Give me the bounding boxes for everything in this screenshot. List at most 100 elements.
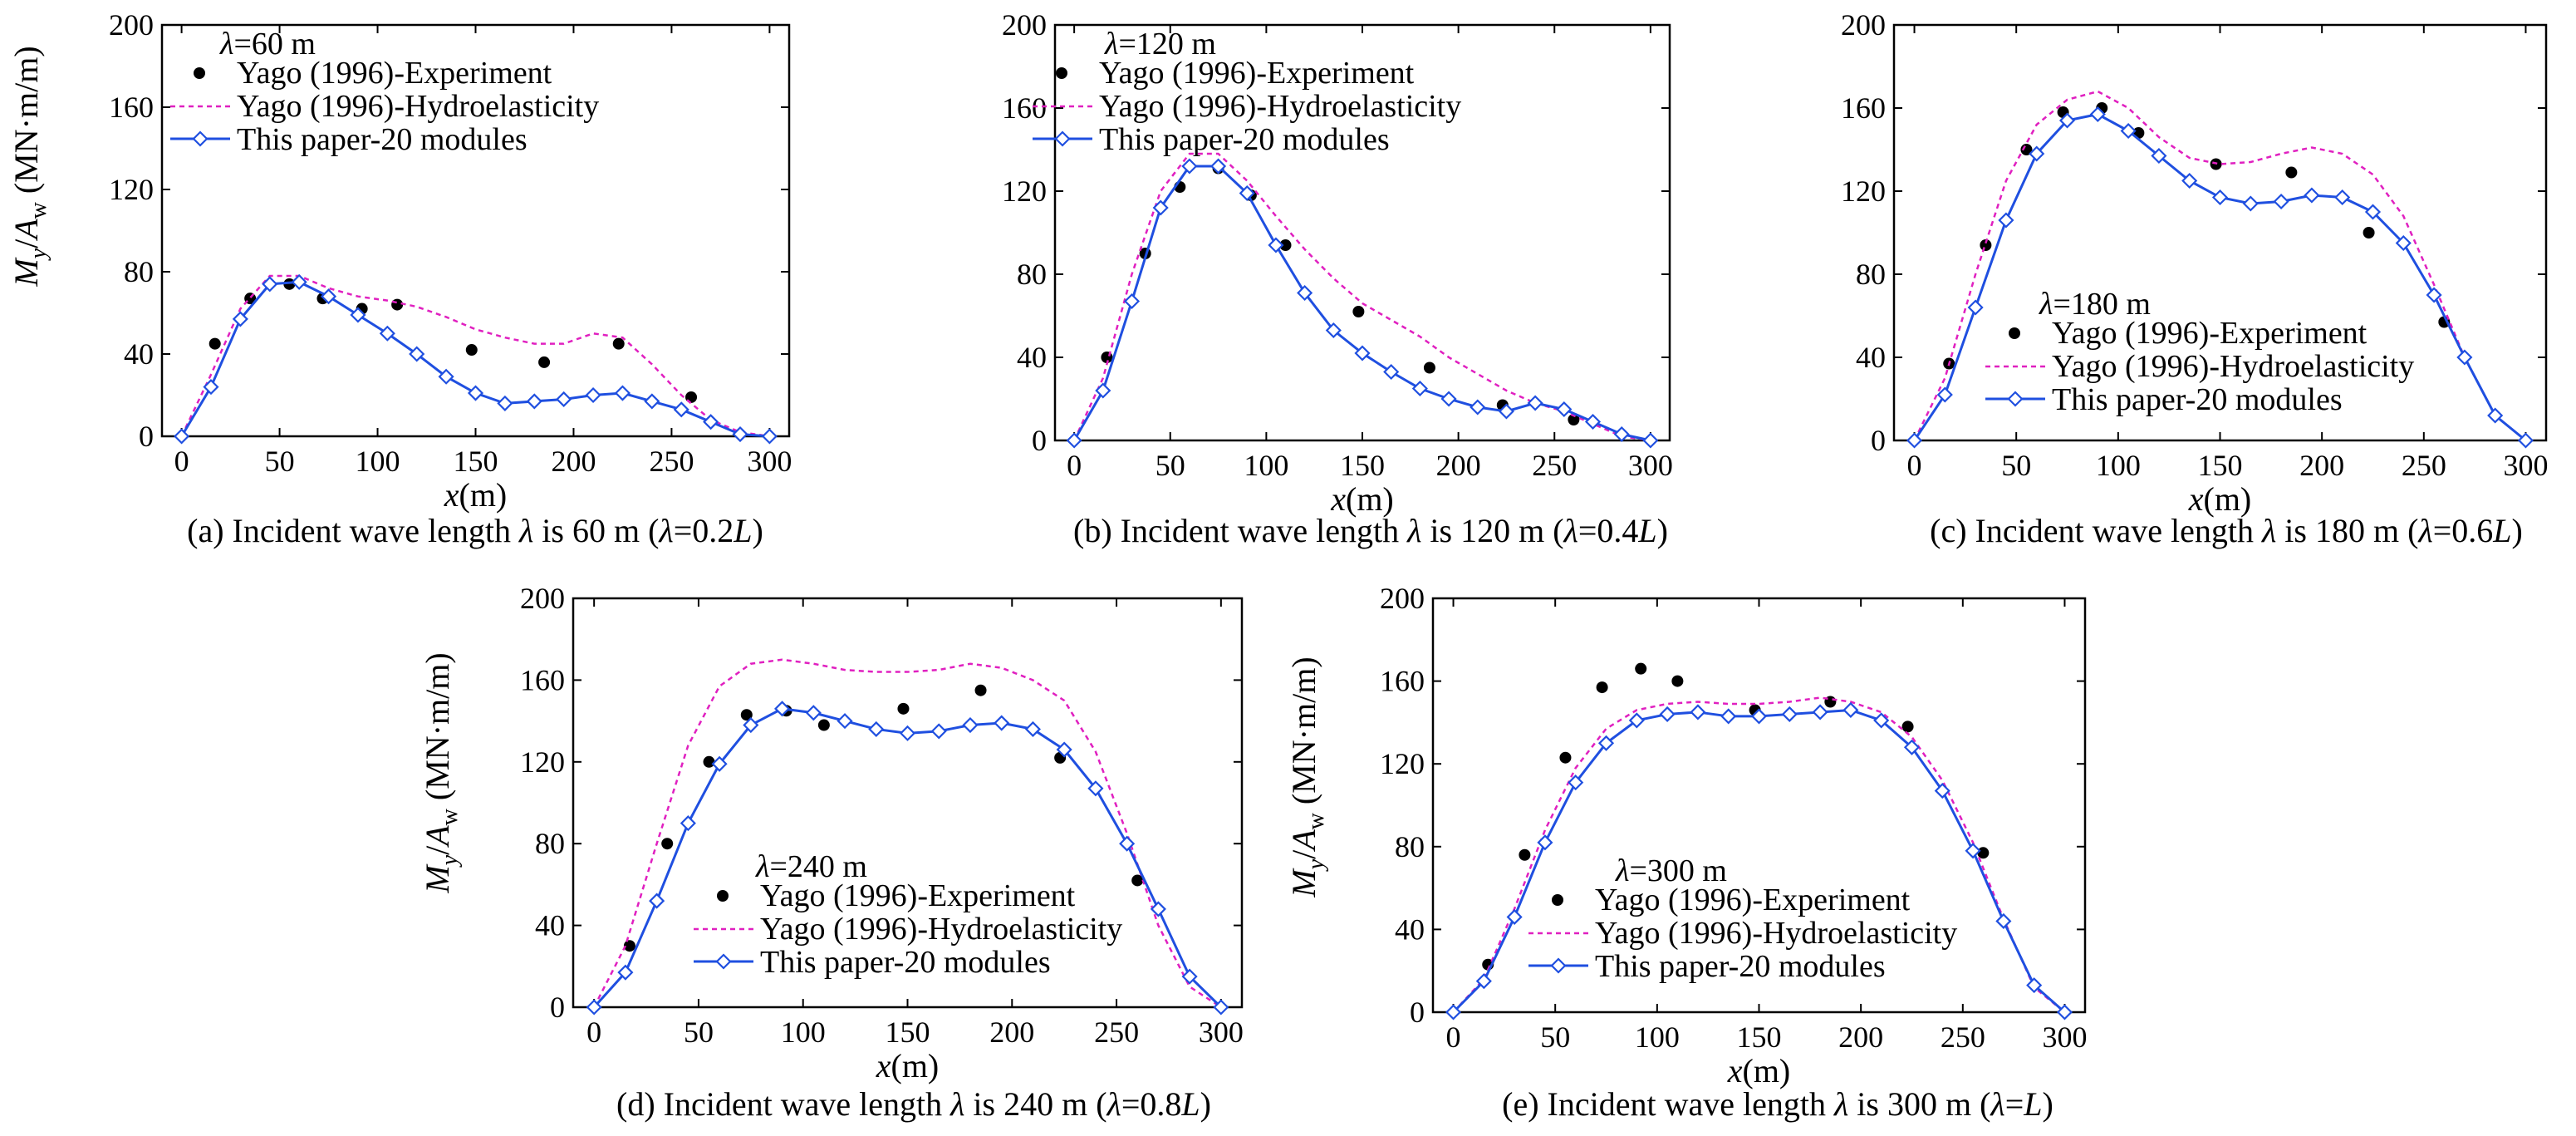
y-tick-label: 120 [109,173,154,206]
legend-paper-label: This paper-20 modules [237,122,527,157]
paper-marker [409,346,425,362]
legend-experiment-label: Yago (1996)-Experiment [1099,56,1415,91]
experiment-point [1568,414,1580,425]
x-tick-label: 100 [1244,449,1288,482]
experiment-point [1352,306,1365,317]
paper-marker [1584,413,1602,430]
paper-marker [2029,145,2045,162]
paper-marker [291,273,307,290]
chart-panel-d: 0 40 80 120 160 200 0 50 100 150 200 250 300 x(m) My/A… [419,582,1244,1123]
legend-experiment-marker [717,890,729,902]
paper-marker [1527,395,1543,411]
x-tick-label: 50 [2001,449,2031,482]
paper-marker [614,385,631,401]
paper-marker [774,701,791,717]
x-tick-label: 300 [747,445,792,478]
paper-marker [2151,147,2167,165]
x-tick-label: 0 [1446,1020,1461,1054]
paper-marker [649,893,665,909]
paper-marker [1597,735,1615,751]
wave-length-label: λ=60 m [219,27,316,61]
paper-marker [1812,704,1828,720]
paper-marker [1181,158,1198,175]
paper-marker [1498,403,1514,420]
x-axis-label: x(m) [444,476,508,514]
y-tick-label: 120 [520,745,565,779]
wave-length-label: λ=300 m [1615,853,1727,888]
paper-marker [1967,299,1984,316]
legend-paper-marker [1550,957,1567,974]
paper-marker [644,393,660,410]
paper-marker [2056,1004,2073,1020]
paper-marker [467,385,484,401]
experiment-point [1279,239,1292,251]
legend-paper-marker [192,130,209,147]
paper-marker [1123,293,1141,310]
hydroelasticity-line [1913,90,2527,441]
y-tick-label: 80 [535,827,565,860]
y-tick-label: 40 [1017,341,1047,374]
paper-marker [711,755,728,772]
paper-marker [2364,204,2382,220]
paper-marker [1470,399,1486,416]
legend-experiment-label: Yago (1996)-Experiment [237,56,552,91]
x-tick-label: 0 [586,1016,601,1049]
paper-marker [586,999,602,1016]
experiment-point [974,684,987,696]
y-tick-label: 80 [1856,258,1886,291]
paper-marker [1087,780,1104,797]
paper-marker [930,723,947,740]
paper-marker [617,964,634,981]
hydroelasticity-line [593,658,1222,1009]
experiment-point [2363,227,2375,239]
x-tick-label: 300 [1199,1016,1244,1049]
x-tick-label: 250 [2402,449,2446,482]
legend-hydro-label: Yago (1996)-Hydroelasticity [2052,349,2414,384]
experiment-point [1131,874,1144,887]
y-tick-label: 80 [1017,258,1047,291]
chart-panel-e: 0 40 80 120 160 200 0 50 100 150 200 250 300 x(m) My/A… [1285,582,2087,1123]
paper-marker [2456,349,2473,366]
panel-caption: (a) Incident wave length λ is 60 m (λ=0.… [187,512,763,549]
paper-marker [2273,193,2289,210]
experiment-point [209,337,221,350]
paper-marker [673,401,689,418]
legend-experiment-label: Yago (1996)-Experiment [760,878,1076,913]
paper-marker [2211,189,2229,206]
paper-marker [2181,172,2198,189]
paper-marker [2120,122,2137,140]
paper-marker [1213,999,1229,1016]
y-tick-label: 0 [550,991,565,1024]
experiment-point [897,702,910,715]
y-axis-label: My/Aw (MN·m/m) [419,652,463,893]
paper-marker [1268,237,1284,253]
y-tick-label: 40 [124,337,154,371]
paper-marker [2426,287,2442,303]
experiment-point [703,755,715,768]
paper-marker [203,379,219,396]
x-tick-label: 100 [356,445,400,478]
paper-marker [1445,1004,1462,1020]
legend-experiment-marker [1552,894,1563,906]
paper-marker [2026,977,2043,994]
y-tick-label: 40 [1395,912,1425,946]
x-tick-label: 0 [174,445,189,478]
paper-marker [1066,432,1082,449]
legend-hydro-label: Yago (1996)-Hydroelasticity [1099,89,1461,124]
x-tick-label: 200 [551,445,596,478]
x-tick-label: 250 [1941,1020,1985,1054]
paper-marker [1720,708,1737,725]
paper-marker [680,815,696,832]
paper-marker [1998,212,2014,229]
paper-marker [962,716,979,734]
x-tick-label: 150 [1340,449,1385,482]
x-axis-label: x(m) [876,1047,940,1084]
y-tick-label: 40 [535,909,565,942]
experiment-point [1423,361,1435,374]
y-tick-label: 0 [139,420,154,453]
paper-marker [1152,199,1169,216]
paper-marker [1906,432,1923,449]
